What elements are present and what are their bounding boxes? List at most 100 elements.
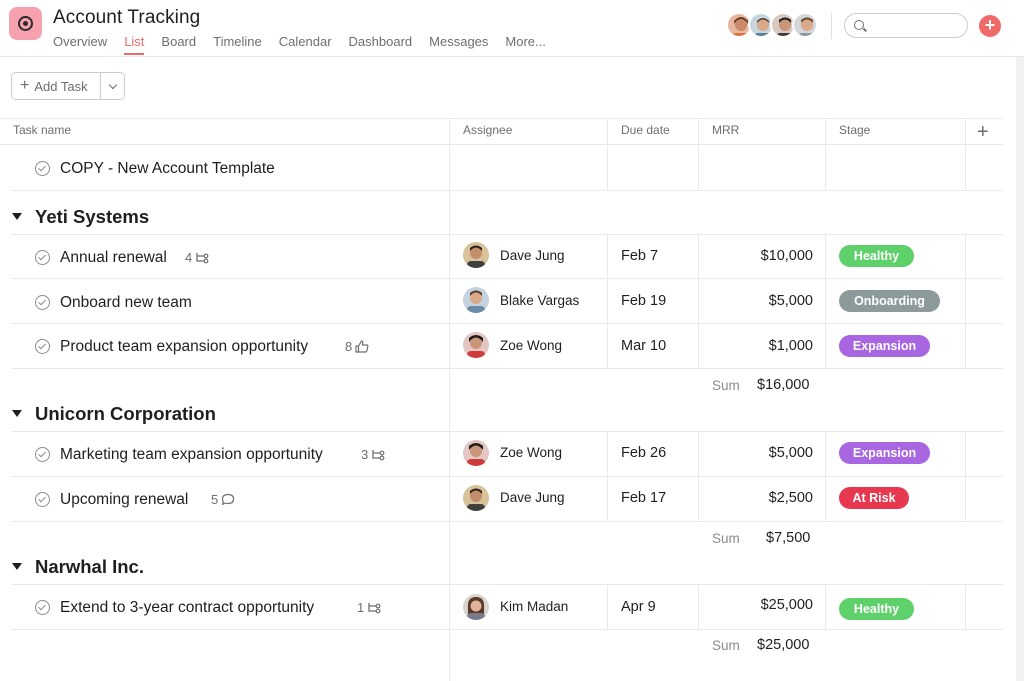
- task-name[interactable]: COPY - New Account Template: [60, 160, 275, 177]
- complete-task-checkbox[interactable]: [35, 600, 50, 615]
- column-header-assignee[interactable]: Assignee: [463, 123, 513, 137]
- complete-task-checkbox[interactable]: [35, 492, 50, 507]
- section-title[interactable]: Narwhal Inc.: [35, 556, 144, 577]
- tab-dashboard[interactable]: Dashboard: [348, 34, 413, 49]
- tab-more[interactable]: More...: [505, 34, 546, 49]
- stage-badge[interactable]: Healthy: [839, 245, 914, 267]
- stage-badge[interactable]: At Risk: [839, 487, 909, 509]
- subtask-icon: [372, 449, 385, 460]
- tab-timeline[interactable]: Timeline: [213, 34, 262, 49]
- mrr-value[interactable]: $10,000: [760, 248, 813, 264]
- mrr-value[interactable]: $5,000: [768, 293, 813, 309]
- collapse-section-icon[interactable]: [12, 410, 22, 417]
- collapse-section-icon[interactable]: [12, 213, 22, 220]
- complete-task-checkbox[interactable]: [35, 161, 50, 176]
- tab-overview[interactable]: Overview: [53, 34, 108, 49]
- due-date[interactable]: Mar 10: [621, 338, 667, 354]
- task-name[interactable]: Annual renewal: [60, 249, 167, 266]
- avatar[interactable]: [463, 594, 489, 620]
- task-name[interactable]: Upcoming renewal: [60, 491, 189, 508]
- due-date[interactable]: Feb 26: [621, 445, 667, 461]
- plus-icon: +: [20, 77, 30, 94]
- column-divider: [965, 234, 966, 368]
- stage-badge[interactable]: Expansion: [839, 335, 930, 357]
- due-date[interactable]: Feb 19: [621, 293, 667, 309]
- subtask-icon: [368, 602, 381, 613]
- stage-badge[interactable]: Healthy: [839, 598, 914, 620]
- mrr-value[interactable]: $1,000: [768, 338, 813, 354]
- column-header-mrr[interactable]: MRR: [712, 123, 740, 137]
- stage-badge[interactable]: Onboarding: [839, 290, 940, 312]
- mrr-value[interactable]: $25,000: [760, 597, 813, 613]
- add-task-label: Add Task: [34, 78, 88, 94]
- add-task-dropdown-button[interactable]: [101, 73, 124, 99]
- tab-calendar[interactable]: Calendar: [278, 34, 332, 49]
- column-divider: [825, 234, 826, 368]
- due-date[interactable]: Feb 17: [621, 490, 667, 506]
- add-task-button[interactable]: + Add Task: [12, 73, 101, 99]
- avatar[interactable]: [463, 287, 489, 313]
- tab-board[interactable]: Board: [161, 34, 197, 49]
- comment-icon: [222, 493, 235, 506]
- assignee-name[interactable]: Zoe Wong: [500, 338, 563, 353]
- tab-list[interactable]: List: [124, 34, 145, 55]
- subtask-count[interactable]: 3: [361, 447, 385, 462]
- task-name[interactable]: Extend to 3-year contract opportunity: [60, 599, 315, 616]
- sum-value: $7,500: [766, 530, 811, 546]
- column-divider: [698, 584, 699, 629]
- member-avatar[interactable]: [726, 12, 752, 38]
- avatar[interactable]: [463, 485, 489, 511]
- member-avatar[interactable]: [792, 12, 818, 38]
- avatar[interactable]: [463, 440, 489, 466]
- scrollbar[interactable]: [1016, 57, 1024, 681]
- avatar[interactable]: [463, 332, 489, 358]
- collapse-section-icon[interactable]: [12, 563, 22, 570]
- assignee-name[interactable]: Kim Madan: [500, 599, 569, 614]
- stage-badge[interactable]: Expansion: [839, 442, 930, 464]
- column-divider: [607, 118, 608, 190]
- quick-add-button[interactable]: +: [979, 15, 1001, 37]
- subtask-count[interactable]: 1: [357, 600, 381, 615]
- task-name[interactable]: Onboard new team: [60, 294, 192, 311]
- column-header-stage[interactable]: Stage: [839, 123, 871, 137]
- add-column-icon[interactable]: +: [977, 121, 989, 143]
- column-divider: [449, 118, 450, 681]
- row-divider: [12, 278, 1003, 279]
- search-box[interactable]: [844, 13, 968, 38]
- assignee-name[interactable]: Dave Jung: [500, 248, 565, 263]
- mrr-value[interactable]: $2,500: [768, 490, 813, 506]
- complete-task-checkbox[interactable]: [35, 250, 50, 265]
- sum-label: Sum: [712, 531, 740, 546]
- row-divider: [12, 476, 1003, 477]
- section-title[interactable]: Unicorn Corporation: [35, 403, 216, 424]
- column-divider: [607, 584, 608, 629]
- complete-task-checkbox[interactable]: [35, 339, 50, 354]
- column-header-task[interactable]: Task name: [13, 123, 72, 137]
- mrr-value[interactable]: $5,000: [768, 445, 813, 461]
- column-divider: [965, 584, 966, 629]
- assignee-name[interactable]: Dave Jung: [500, 490, 565, 505]
- tab-messages[interactable]: Messages: [429, 34, 489, 49]
- avatar[interactable]: [463, 242, 489, 268]
- comment-count[interactable]: 5: [211, 492, 235, 507]
- like-count[interactable]: 8: [345, 339, 369, 354]
- task-name[interactable]: Product team expansion opportunity: [60, 338, 309, 355]
- project-logo-icon[interactable]: [9, 7, 42, 40]
- subtask-count[interactable]: 4: [185, 250, 209, 265]
- column-divider: [965, 118, 966, 190]
- row-divider: [12, 190, 1003, 191]
- complete-task-checkbox[interactable]: [35, 295, 50, 310]
- member-avatar[interactable]: [748, 12, 774, 38]
- project-members[interactable]: [726, 12, 818, 38]
- column-divider: [607, 234, 608, 368]
- task-name[interactable]: Marketing team expansion opportunity: [60, 446, 323, 463]
- header-divider: [831, 13, 832, 39]
- assignee-name[interactable]: Zoe Wong: [500, 445, 563, 460]
- due-date[interactable]: Feb 7: [621, 248, 659, 264]
- assignee-name[interactable]: Blake Vargas: [500, 293, 580, 308]
- due-date[interactable]: Apr 9: [621, 599, 656, 615]
- section-title[interactable]: Yeti Systems: [35, 206, 150, 227]
- column-header-due-date[interactable]: Due date: [621, 123, 670, 137]
- complete-task-checkbox[interactable]: [35, 447, 50, 462]
- search-input[interactable]: [871, 15, 961, 36]
